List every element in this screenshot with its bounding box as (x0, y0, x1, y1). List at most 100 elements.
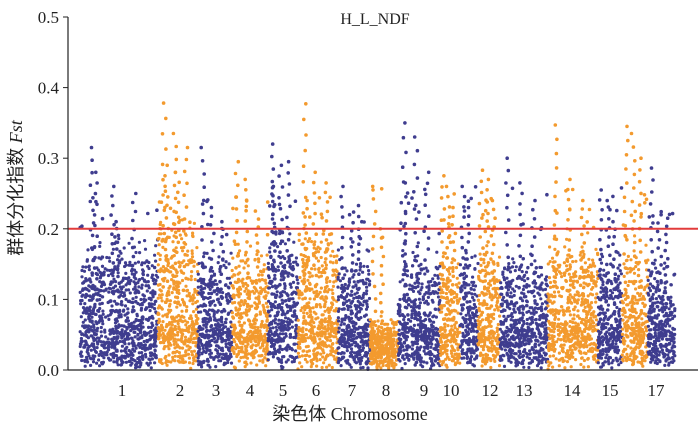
snp-point (181, 249, 185, 253)
snp-point (339, 364, 343, 368)
snp-peak-point (403, 221, 408, 226)
snp-point (143, 348, 147, 352)
snp-point (451, 269, 455, 274)
snp-peak-point (313, 201, 317, 206)
snp-point (146, 211, 150, 216)
snp-point (327, 288, 331, 292)
snp-point (192, 310, 196, 314)
snp-point (98, 302, 102, 306)
snp-point (110, 345, 114, 349)
snp-point (265, 232, 270, 237)
snp-point (300, 354, 304, 358)
snp-point (354, 283, 358, 287)
snp-point (285, 320, 289, 324)
snp-peak-point (209, 274, 214, 279)
snp-point (178, 303, 182, 307)
snp-point (328, 339, 333, 343)
snp-point (218, 328, 222, 332)
snp-peak-point (426, 170, 431, 175)
snp-point (440, 288, 444, 292)
snp-peak-point (451, 291, 455, 296)
snp-point (140, 286, 144, 290)
snp-point (219, 334, 223, 338)
snp-point (376, 356, 380, 360)
snp-point (93, 312, 97, 316)
snp-peak-point (209, 214, 214, 218)
snp-point (273, 273, 277, 277)
snp-point (158, 341, 163, 345)
snp-point (310, 267, 314, 271)
snp-point (462, 334, 466, 338)
snp-point (372, 361, 376, 365)
snp-point (151, 293, 155, 297)
snp-point (464, 313, 468, 317)
snp-point (199, 288, 203, 292)
snp-peak-point (415, 176, 420, 180)
snp-point (101, 361, 105, 365)
snp-point (99, 334, 104, 338)
snp-point (160, 293, 164, 297)
snp-point (390, 360, 394, 364)
snp-point (87, 317, 91, 321)
snp-peak-point (324, 295, 328, 299)
snp-point (334, 259, 338, 263)
snp-point (98, 270, 102, 274)
snp-point (354, 361, 358, 365)
snp-point (320, 365, 324, 370)
snp-point (415, 331, 419, 335)
snp-point (448, 272, 452, 276)
snp-point (170, 278, 174, 282)
snp-point (383, 357, 387, 361)
snp-point (431, 277, 435, 281)
snp-point (296, 318, 300, 322)
snp-point (221, 323, 225, 327)
snp-point (268, 246, 272, 250)
snp-point (273, 352, 278, 356)
snp-point (190, 249, 194, 253)
snp-point (191, 298, 195, 302)
snp-point (167, 353, 171, 357)
snp-point (469, 196, 474, 201)
snp-point (403, 362, 407, 366)
snp-point (131, 347, 135, 351)
snp-point (283, 284, 287, 288)
snp-point (242, 339, 246, 344)
snp-peak-point (236, 159, 241, 164)
snp-peak-point (286, 193, 291, 197)
snp-point (290, 253, 294, 257)
snp-point (342, 351, 346, 355)
snp-point (179, 360, 183, 364)
snp-peak-point (256, 217, 261, 221)
snp-peak-point (303, 304, 308, 309)
snp-point (154, 328, 158, 332)
snp-point (93, 354, 97, 358)
snp-point (114, 330, 118, 334)
snp-point (144, 355, 148, 359)
snp-point (131, 344, 135, 348)
snp-point (144, 317, 148, 321)
snp-point (460, 352, 464, 356)
snp-point (184, 328, 188, 333)
snp-point (172, 317, 176, 321)
snp-peak-point (166, 195, 170, 199)
snp-point (407, 318, 411, 322)
snp-point (123, 261, 128, 265)
snp-point (450, 346, 455, 350)
snp-peak-point (134, 191, 138, 196)
snp-point (319, 346, 323, 350)
snp-point (275, 340, 279, 344)
snp-point (216, 328, 220, 332)
snp-peak-point (130, 245, 135, 250)
snp-point (297, 336, 301, 340)
snp-point (307, 315, 311, 319)
snp-peak-point (446, 194, 450, 199)
snp-peak-point (202, 172, 206, 176)
snp-peak-point (202, 251, 207, 255)
snp-point (310, 338, 315, 342)
snp-point (208, 278, 212, 282)
snp-point (258, 310, 262, 314)
snp-point (131, 326, 135, 330)
snp-point (222, 263, 226, 267)
snp-peak-point (302, 117, 306, 122)
snp-peak-point (426, 236, 431, 240)
